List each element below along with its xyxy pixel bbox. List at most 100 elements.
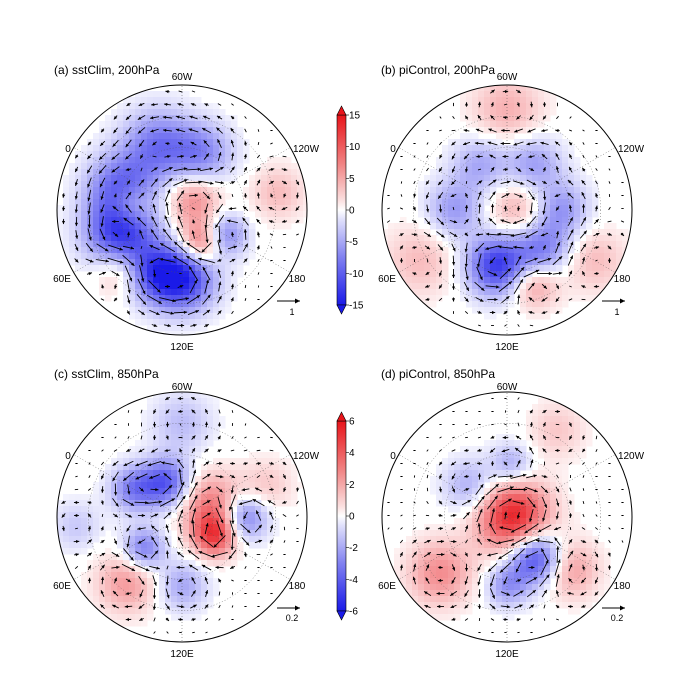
wind-vector-head xyxy=(485,232,490,236)
field-cell xyxy=(105,494,112,501)
field-cell xyxy=(484,139,491,146)
wind-vector-head xyxy=(190,103,195,107)
field-cell xyxy=(153,199,160,206)
field-cell xyxy=(165,446,172,453)
field-cell xyxy=(123,127,130,134)
field-cell xyxy=(460,488,467,495)
field-cell xyxy=(63,530,70,537)
field-cell xyxy=(147,440,154,447)
field-cell xyxy=(526,259,533,266)
field-cell xyxy=(99,476,106,483)
field-cell xyxy=(562,217,569,224)
field-cell xyxy=(532,506,539,513)
field-cell xyxy=(123,121,130,128)
field-cell xyxy=(514,482,521,489)
field-cell xyxy=(466,289,473,296)
wind-vector-head xyxy=(543,180,547,184)
field-cell xyxy=(436,253,443,260)
field-cell xyxy=(159,542,166,549)
field-cell xyxy=(117,620,124,627)
field-cell xyxy=(135,470,142,477)
field-cell xyxy=(117,253,124,260)
field-cell xyxy=(562,283,569,290)
field-cell xyxy=(153,500,160,507)
field-cell xyxy=(141,313,148,320)
field-cell xyxy=(165,458,172,465)
field-cell xyxy=(183,446,190,453)
field-cell xyxy=(105,145,112,152)
wind-vector-head xyxy=(75,247,79,251)
field-cell xyxy=(153,265,160,272)
field-cell xyxy=(135,205,142,212)
field-cell xyxy=(159,554,166,561)
field-cell xyxy=(436,524,443,531)
wind-vector-head xyxy=(114,233,119,237)
wind-vector-head xyxy=(503,115,507,120)
wind-vector-head xyxy=(113,577,117,582)
field-cell xyxy=(75,169,82,176)
field-cell xyxy=(442,157,449,164)
field-cell xyxy=(472,482,479,489)
field-cell xyxy=(460,578,467,585)
field-cell xyxy=(514,241,521,248)
field-cell xyxy=(219,566,226,573)
field-cell xyxy=(496,229,503,236)
wind-vector-head xyxy=(156,311,160,315)
field-cell xyxy=(538,307,545,314)
field-cell xyxy=(183,133,190,140)
field-cell xyxy=(213,277,220,284)
field-cell xyxy=(219,259,226,266)
field-cell xyxy=(237,530,244,537)
field-cell xyxy=(165,476,172,483)
field-cell xyxy=(538,175,545,182)
field-cell xyxy=(466,145,473,152)
field-cell xyxy=(99,181,106,188)
field-cell xyxy=(111,163,118,170)
wind-vector-head xyxy=(88,237,92,241)
wind-vector xyxy=(140,435,143,440)
field-cell xyxy=(57,536,64,543)
panel-a: (a) sstClim, 200hPa 60W 0 120W 60E 180 1… xyxy=(53,63,320,353)
field-cell xyxy=(117,139,124,146)
field-cell xyxy=(207,548,214,555)
field-cell xyxy=(496,259,503,266)
field-cell xyxy=(207,187,214,194)
field-cell xyxy=(237,247,244,254)
field-cell xyxy=(267,199,274,206)
field-cell xyxy=(129,223,136,230)
field-cell xyxy=(526,163,533,170)
field-cell xyxy=(520,566,527,573)
field-cell xyxy=(69,494,76,501)
field-cell xyxy=(219,506,226,513)
field-cell xyxy=(219,542,226,549)
field-cell xyxy=(219,277,226,284)
field-cell xyxy=(255,518,262,525)
field-cell xyxy=(460,259,467,266)
field-cell xyxy=(195,283,202,290)
field-cell xyxy=(436,548,443,555)
field-cell xyxy=(273,524,280,531)
wind-vector-head xyxy=(100,142,104,146)
field-cell xyxy=(201,319,208,326)
field-cell xyxy=(183,422,190,429)
wind-vector-head xyxy=(140,155,144,159)
field-cell xyxy=(129,145,136,152)
field-cell xyxy=(502,482,509,489)
field-cell xyxy=(201,476,208,483)
field-cell xyxy=(580,295,587,302)
field-cell xyxy=(207,145,214,152)
field-cell xyxy=(412,602,419,609)
wind-vector-head xyxy=(439,272,443,277)
field-cell xyxy=(586,253,593,260)
field-cell xyxy=(303,199,307,206)
field-cell xyxy=(219,512,226,519)
field-cell xyxy=(183,331,190,335)
field-cell xyxy=(141,319,148,326)
field-cell xyxy=(418,584,425,591)
wind-vector-head xyxy=(506,180,511,184)
wind-vector-head xyxy=(547,257,552,261)
field-cell xyxy=(484,277,491,284)
field-cell xyxy=(153,109,160,116)
field-cell xyxy=(568,205,575,212)
wind-vector xyxy=(296,500,299,505)
